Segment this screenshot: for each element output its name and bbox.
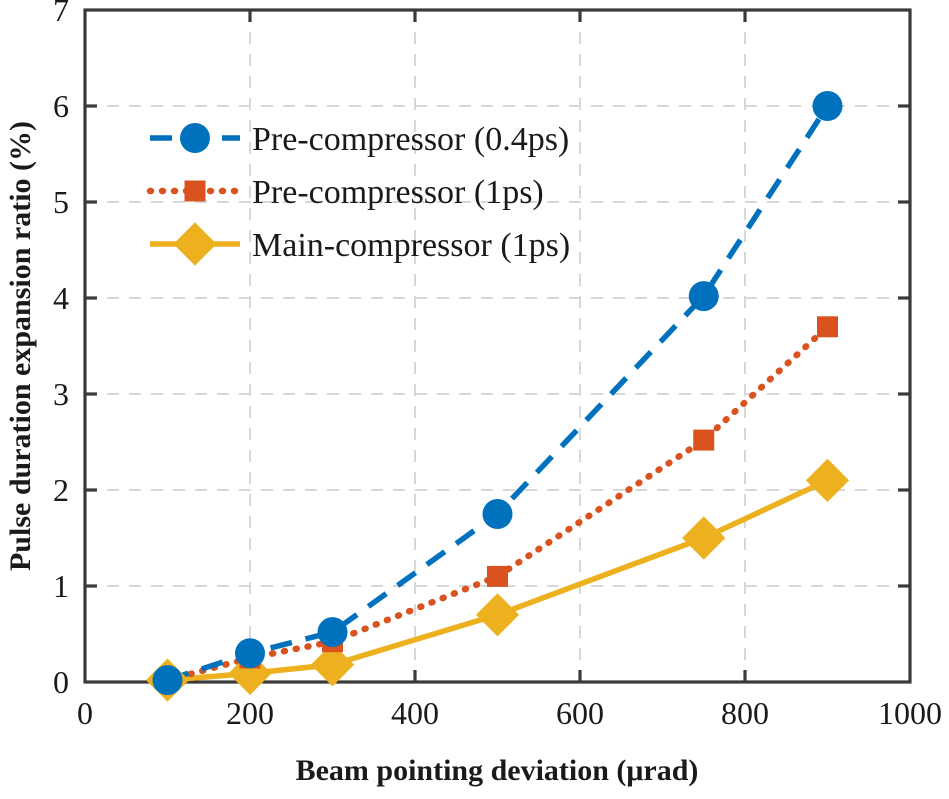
chart-legend: Pre-compressor (0.4ps) Pre-compressor (1p… <box>146 121 570 266</box>
x-tick-label: 0 <box>77 695 93 731</box>
data-point-circle <box>235 638 265 669</box>
y-tick-label: 1 <box>53 568 69 604</box>
data-point-diamond <box>475 593 520 637</box>
x-tick-labels-group: 0 200 400 600 800 1000 <box>77 695 942 731</box>
legend-entry-label: Main-compressor (1ps) <box>252 227 570 264</box>
x-axis-title: Beam pointing deviation (μrad) <box>296 754 699 787</box>
data-point-diamond <box>805 458 850 502</box>
data-point-square <box>817 316 838 338</box>
y-tick-label: 6 <box>53 88 69 124</box>
gridlines-group <box>85 10 910 682</box>
series-line <box>164 323 831 684</box>
data-point-circle <box>688 281 719 312</box>
x-tick-label: 400 <box>391 695 439 731</box>
data-point-square <box>184 180 206 202</box>
data-point-square <box>487 565 508 587</box>
y-tick-label: 3 <box>53 376 69 412</box>
y-tick-label: 4 <box>53 280 69 316</box>
data-point-square <box>693 429 715 451</box>
data-point-circle <box>317 617 348 648</box>
y-tick-label: 0 <box>53 664 69 700</box>
y-tick-label: 5 <box>53 184 69 220</box>
legend-entry-label: Pre-compressor (0.4ps) <box>252 121 569 158</box>
plot-frame <box>83 8 912 684</box>
x-tick-label: 1000 <box>878 695 942 731</box>
y-tick-labels-group: 0 1 2 3 4 5 6 7 <box>53 0 69 700</box>
legend-entry-label: Pre-compressor (1ps) <box>252 174 544 211</box>
data-point-circle <box>812 91 843 121</box>
y-tick-label: 2 <box>53 472 69 508</box>
data-point-circle <box>180 123 210 153</box>
data-point-diamond <box>173 222 217 266</box>
data-point-circle <box>152 665 183 696</box>
y-tick-label: 7 <box>53 0 69 28</box>
x-tick-label: 600 <box>556 695 604 731</box>
data-point-circle <box>482 499 513 529</box>
y-axis-title: Pulse duration expansion ratio (%) <box>4 121 37 571</box>
x-tick-label: 800 <box>721 695 769 731</box>
data-series-group <box>145 91 850 702</box>
data-point-diamond <box>682 516 726 560</box>
data-point-diamond <box>310 643 355 687</box>
x-tick-label: 200 <box>226 695 274 731</box>
plot-border <box>83 8 912 684</box>
